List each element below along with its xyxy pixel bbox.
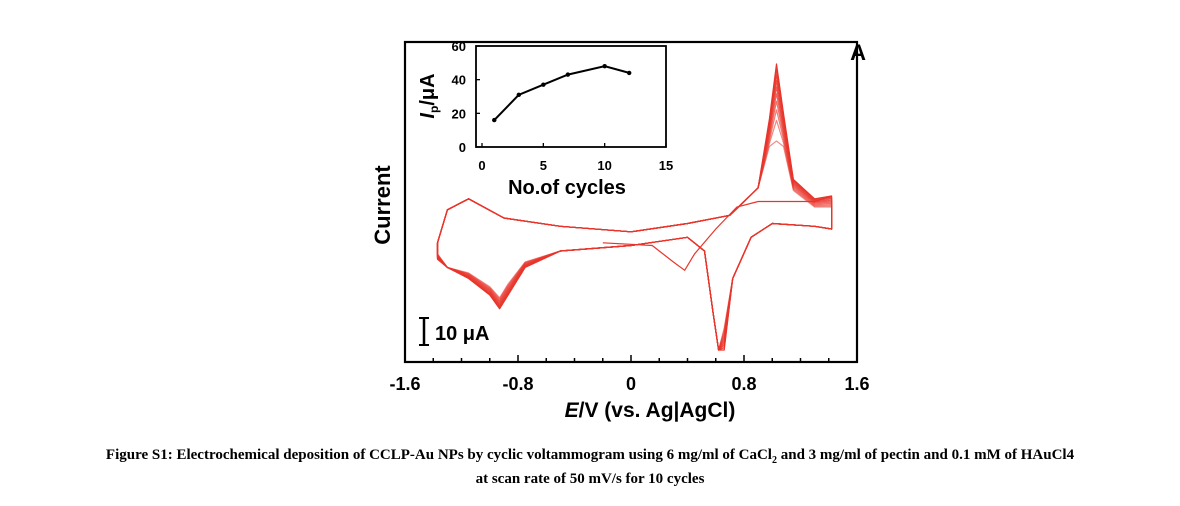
- figure-caption: Figure S1: Electrochemical deposition of…: [0, 446, 1180, 489]
- main-x-tick-labels: -1.6 -0.8 0 0.8 1.6: [389, 374, 869, 394]
- caption-text-a: Figure S1: Electrochemical deposition of…: [105, 447, 772, 463]
- inset-x-tick-label: 10: [597, 158, 611, 173]
- caption-line-2: at scan rate of 50 mV/s for 10 cycles: [475, 471, 705, 487]
- inset-y-tick-label: 0: [459, 140, 466, 155]
- inset-y-tick-label: 20: [452, 106, 466, 121]
- inset-data-point: [627, 70, 632, 76]
- inset-x-tick-label: 15: [659, 158, 673, 173]
- main-y-axis-label: Current: [370, 165, 395, 245]
- inset-points: [492, 63, 632, 123]
- main-x-axis-label: E/V (vs. Ag|AgCl): [565, 399, 736, 422]
- inset-y-label-unit: /μA: [417, 73, 439, 105]
- scale-bar-label: 10 μA: [435, 323, 489, 345]
- inset-data-point: [541, 82, 546, 87]
- panel-label: A: [850, 40, 866, 65]
- main-x-ticks: [404, 355, 858, 362]
- inset-tick-labels: 0 5 10 15 0 20 40 60: [452, 39, 674, 173]
- inset-data-point: [516, 92, 521, 98]
- inset-data-point: [492, 117, 497, 123]
- inset-y-axis-label: Ip/μA: [417, 73, 441, 118]
- inset-plot-frame: [475, 45, 667, 148]
- main-x-tick-label: 1.6: [844, 374, 869, 394]
- figure-canvas: -1.6 -0.8 0 0.8 1.6 A Current E/V (vs. Ag|Ag…: [370, 39, 870, 422]
- caption-subscript: 2: [771, 455, 777, 466]
- inset-y-tick-label: 60: [452, 39, 466, 54]
- caption-text-b: and 3 mg/ml of pectin and 0.1 mM of HAuC…: [776, 447, 1075, 463]
- inset-y-label-var: I: [417, 113, 439, 119]
- inset-x-tick-label: 5: [540, 158, 547, 173]
- inset-data-point: [602, 63, 607, 69]
- cv-first-cycle-curve: [602, 195, 832, 272]
- inset-x-tick-label: 0: [478, 158, 485, 173]
- x-label-variable: E: [565, 399, 580, 422]
- inset-y-label-sub: p: [427, 106, 441, 113]
- inset-data-point: [565, 72, 571, 77]
- main-x-tick-label: 0.8: [731, 374, 756, 394]
- main-x-tick-label: 0: [626, 374, 636, 394]
- cv-cycle-curve: [436, 119, 833, 351]
- cv-curves: [436, 63, 833, 351]
- inset-series-line: [493, 65, 630, 121]
- main-x-tick-label: -0.8: [502, 374, 533, 394]
- caption-line-1: Figure S1: Electrochemical deposition of…: [0, 446, 1180, 470]
- inset-x-axis-label: No.of cycles: [508, 177, 626, 199]
- scale-bar: 10 μA: [419, 317, 489, 346]
- cv-cycle-curve: [436, 63, 833, 351]
- inset-ticks: [476, 45, 667, 148]
- main-x-tick-label: -1.6: [389, 374, 420, 394]
- x-label-unit: /V (vs. Ag|AgCl): [579, 399, 736, 422]
- inset-y-tick-label: 40: [452, 73, 466, 88]
